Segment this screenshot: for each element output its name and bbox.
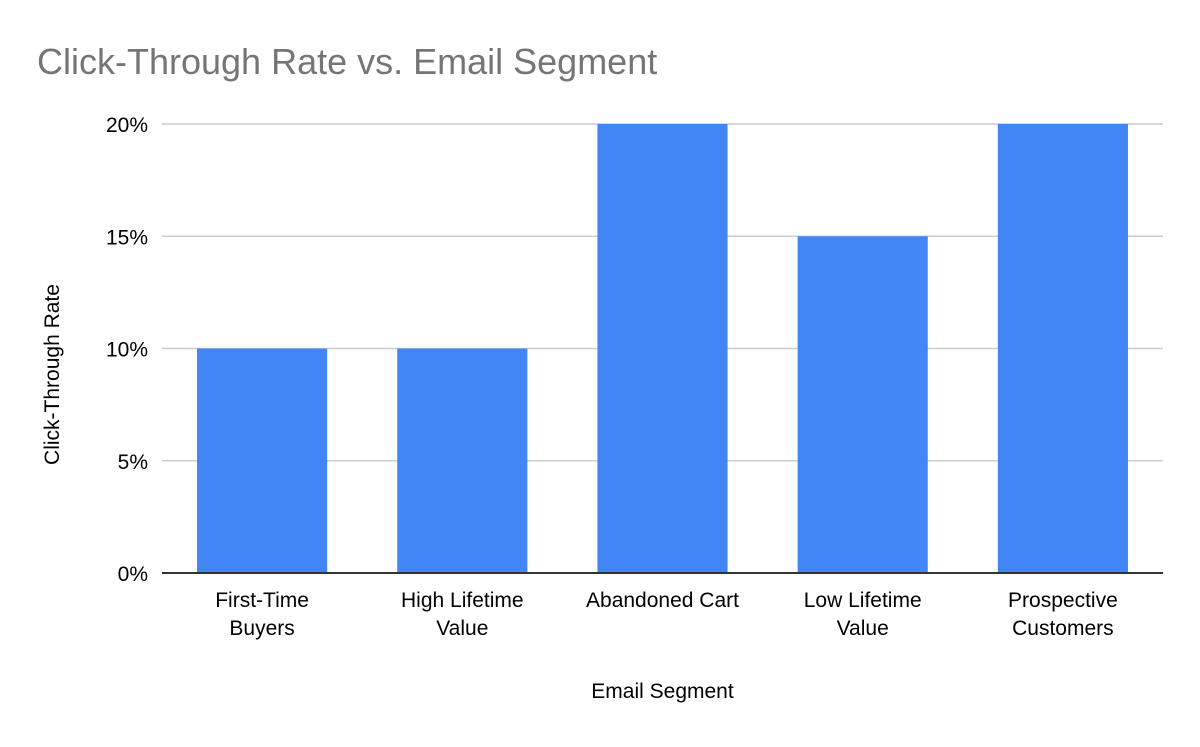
chart-title: Click-Through Rate vs. Email Segment [37,41,657,82]
y-tick-label: 0% [118,563,148,586]
bar [797,236,928,573]
x-tick-label: First-Time Buyers [215,589,309,640]
x-tick-label: High Lifetime Value [401,589,524,640]
y-axis-label: Click-Through Rate [41,284,64,465]
x-tick-label: Prospective Customers [1008,589,1118,640]
x-tick-label-line: Abandoned Cart [586,589,739,612]
x-tick-label-line: Prospective [1008,589,1118,612]
x-tick-label: Low Lifetime Value [804,589,922,640]
x-tick-label-line: First-Time [215,589,309,612]
bar [197,348,328,573]
x-axis-ticks: First-Time Buyers High Lifetime Value Abando… [215,589,1118,640]
x-tick-label-line: Low Lifetime [804,589,922,612]
x-axis-label: Email Segment [591,680,734,703]
bar [997,124,1128,573]
y-tick-label: 20% [106,114,148,137]
y-tick-label: 5% [118,451,148,474]
y-tick-label: 15% [106,226,148,249]
x-tick-label: Abandoned Cart [586,589,739,612]
x-tick-label-line: High Lifetime [401,589,524,612]
x-tick-label-line: Customers [1012,617,1114,640]
x-tick-label-line: Buyers [229,617,294,640]
bar [597,124,728,573]
bar [397,348,528,573]
x-tick-label-line: Value [837,617,889,640]
y-axis-ticks: 0% 5% 10% 15% 20% [106,114,148,586]
y-tick-label: 10% [106,339,148,362]
x-tick-label-line: Value [436,617,488,640]
bars [197,124,1128,573]
